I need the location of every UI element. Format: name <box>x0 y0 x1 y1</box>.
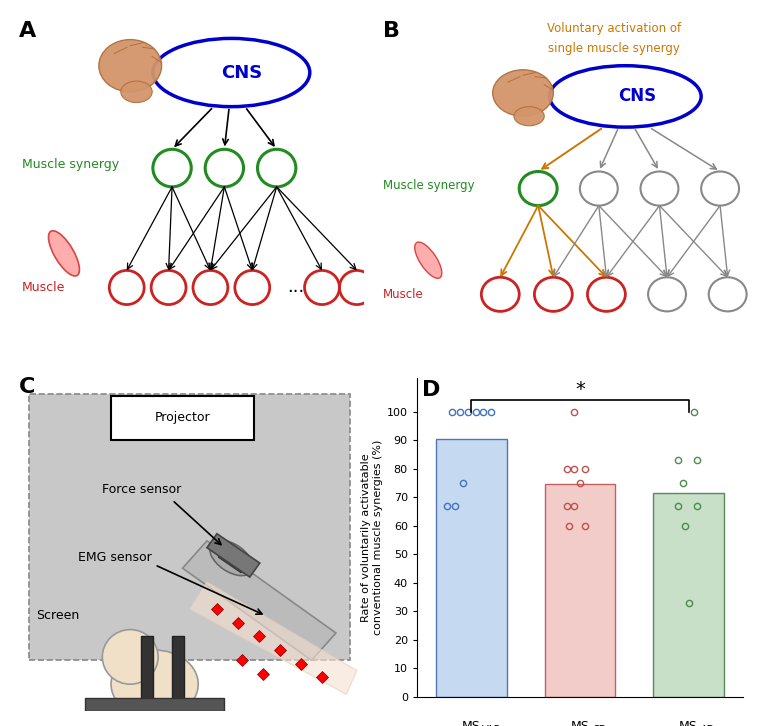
Text: Muscle synergy: Muscle synergy <box>383 179 475 192</box>
Text: EMG sensor: EMG sensor <box>78 552 152 564</box>
Text: Voluntary activation of: Voluntary activation of <box>547 22 681 35</box>
Bar <box>436 439 506 697</box>
Ellipse shape <box>49 231 80 276</box>
FancyBboxPatch shape <box>111 396 254 440</box>
Circle shape <box>102 629 158 684</box>
Text: C: C <box>19 377 35 397</box>
Bar <box>85 698 224 711</box>
Bar <box>653 493 724 697</box>
Text: A: A <box>19 21 36 41</box>
Polygon shape <box>190 582 357 694</box>
Ellipse shape <box>111 650 199 718</box>
Text: CNS: CNS <box>618 87 656 105</box>
Ellipse shape <box>99 40 161 91</box>
Text: Screen: Screen <box>36 609 80 622</box>
Text: single muscle synergy: single muscle synergy <box>548 42 680 55</box>
Bar <box>141 637 153 711</box>
Bar <box>218 543 251 573</box>
Ellipse shape <box>493 70 553 116</box>
Bar <box>207 534 260 577</box>
Text: Muscle synergy: Muscle synergy <box>22 158 119 171</box>
Text: CNS: CNS <box>221 64 262 81</box>
Text: Muscle: Muscle <box>383 287 424 301</box>
Text: MS: MS <box>462 719 481 726</box>
Polygon shape <box>183 541 336 661</box>
Bar <box>172 637 184 711</box>
Text: ...: ... <box>287 279 305 296</box>
Bar <box>29 394 350 661</box>
Y-axis label: Rate of voluntarily activatable
conventional muscle synergies (%): Rate of voluntarily activatable conventi… <box>361 439 383 635</box>
Text: MS: MS <box>571 719 589 726</box>
Text: B: B <box>383 21 399 41</box>
Ellipse shape <box>514 107 544 126</box>
Text: Force sensor: Force sensor <box>102 484 182 496</box>
Text: *: * <box>575 380 585 399</box>
Text: Muscle: Muscle <box>22 281 65 294</box>
Ellipse shape <box>210 540 253 576</box>
Ellipse shape <box>415 242 442 278</box>
Text: D: D <box>422 380 440 400</box>
Bar <box>544 484 615 697</box>
Text: MS: MS <box>679 719 698 726</box>
Ellipse shape <box>121 81 152 102</box>
Text: Projector: Projector <box>155 411 210 424</box>
